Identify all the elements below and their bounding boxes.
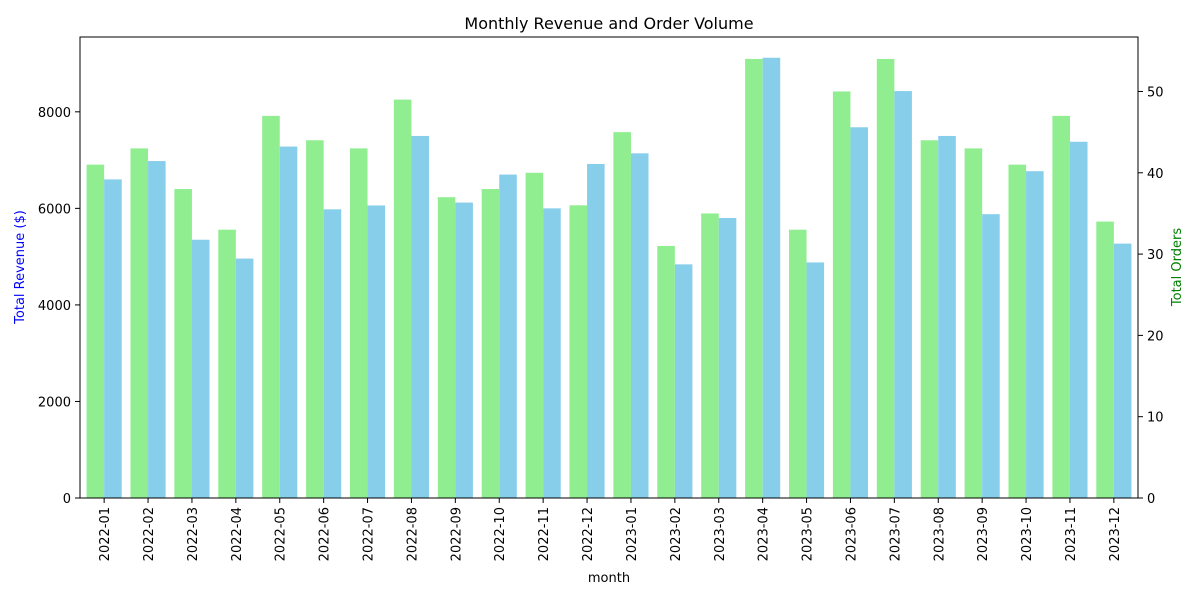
right-axis: 0 10 20 30 40 50: [1138, 85, 1164, 507]
left-axis-title: Total Revenue ($): [13, 210, 28, 325]
x-tick-label: 2023-04: [757, 507, 772, 561]
x-tick-label: 2022-01: [98, 507, 113, 561]
x-tick-label: 2022-09: [449, 507, 464, 561]
revenue-bar-2023-04: [762, 57, 781, 498]
left-tick-label: 8000: [38, 106, 71, 121]
orders-bar-2023-10: [1008, 164, 1027, 498]
revenue-bar-2022-12: [587, 163, 605, 498]
orders-bar-2022-10: [481, 189, 500, 498]
revenue-bar-2022-05: [279, 146, 298, 498]
revenue-bar-2022-11: [543, 208, 561, 498]
orders-bar-2022-11: [525, 172, 544, 498]
x-tick-label: 2022-06: [318, 507, 333, 561]
left-tick-label: 4000: [38, 299, 71, 314]
right-tick-label: 0: [1147, 492, 1155, 507]
right-tick-label: 20: [1147, 329, 1164, 344]
chart-title: Monthly Revenue and Order Volume: [464, 14, 753, 33]
left-tick-label: 0: [63, 492, 71, 507]
orders-bar-2023-02: [657, 245, 675, 498]
right-axis-title: Total Orders: [1170, 228, 1185, 307]
x-tick-label: 2023-10: [1020, 507, 1035, 561]
revenue-bar-2022-08: [411, 135, 430, 498]
revenue-bar-2023-01: [630, 153, 649, 498]
orders-bar-2022-05: [262, 115, 280, 498]
x-tick-label: 2022-11: [537, 507, 552, 561]
x-tick-label: 2023-11: [1064, 507, 1079, 561]
revenue-bar-2022-06: [323, 209, 342, 498]
revenue-bar-2022-02: [148, 161, 166, 498]
orders-bar-2023-04: [745, 58, 763, 498]
revenue-bar-2022-01: [104, 179, 122, 498]
revenue-bar-2023-06: [850, 127, 869, 499]
x-axis-title: month: [588, 571, 630, 586]
right-tick-label: 40: [1147, 167, 1164, 182]
revenue-bar-2022-09: [455, 202, 473, 498]
orders-bar-2023-08: [920, 140, 939, 498]
x-tick-label: 2023-07: [888, 507, 903, 561]
x-tick-label: 2023-02: [669, 507, 684, 561]
orders-bar-2023-12: [1096, 221, 1114, 498]
x-tick-label: 2023-05: [801, 507, 816, 561]
orders-bar-2022-06: [306, 140, 324, 498]
revenue-bar-2023-10: [1026, 171, 1044, 499]
revenue-bar-2023-09: [982, 214, 1000, 498]
x-tick-label: 2023-03: [713, 507, 728, 561]
orders-bar-2023-05: [788, 229, 807, 498]
orders-bar-2022-01: [86, 164, 105, 498]
revenue-bar-2023-12: [1113, 243, 1132, 498]
orders-bar-2022-07: [349, 148, 368, 498]
plot-frame: [79, 36, 1139, 499]
revenue-bar-2022-07: [367, 205, 386, 498]
orders-bar-2023-11: [1052, 115, 1070, 498]
revenue-bar-2023-02: [674, 264, 693, 498]
x-tick-label: 2022-08: [405, 507, 420, 561]
x-tick-label: 2023-09: [976, 507, 991, 561]
x-tick-label: 2022-04: [230, 507, 245, 561]
orders-bar-2022-09: [437, 197, 456, 498]
x-tick-label: 2023-08: [932, 507, 947, 561]
orders-bar-2022-03: [174, 189, 192, 498]
revenue-bar-2023-08: [938, 135, 956, 498]
revenue-bar-2022-10: [499, 174, 517, 498]
orders-bar-2022-02: [130, 148, 149, 498]
orders-bar-2022-04: [218, 229, 236, 498]
revenue-bar-2023-05: [806, 262, 825, 498]
left-tick-label: 6000: [38, 202, 71, 217]
x-tick-label: 2023-12: [1108, 507, 1123, 561]
orders-bar-2023-09: [964, 148, 983, 498]
revenue-bar-2023-11: [1069, 141, 1088, 498]
right-tick-label: 50: [1147, 85, 1164, 100]
x-tick-label: 2022-03: [186, 507, 201, 561]
orders-bar-2022-08: [393, 99, 412, 499]
right-tick-label: 30: [1147, 248, 1164, 263]
orders-bar-2023-06: [832, 91, 851, 498]
x-tick-label: 2022-07: [362, 507, 377, 561]
right-tick-label: 10: [1147, 411, 1164, 426]
x-tick-label: 2022-02: [142, 507, 157, 561]
revenue-bar-2023-07: [894, 91, 912, 499]
revenue-bar-2022-03: [191, 239, 210, 498]
orders-bar-2023-03: [701, 213, 719, 498]
x-tick-label: 2022-12: [581, 507, 596, 561]
x-tick-label: 2023-01: [625, 507, 640, 561]
x-tick-label: 2023-06: [844, 507, 859, 561]
x-tick-label: 2022-05: [274, 507, 289, 561]
revenue-bar-2022-04: [235, 258, 254, 498]
revenue-bar-2023-03: [718, 218, 737, 498]
x-axis: 2022-01 2022-02 2022-03 2022-04 2022-05 2022-…: [98, 498, 1123, 561]
orders-bar-2023-07: [876, 58, 895, 498]
orders-bar-2022-12: [569, 205, 588, 499]
left-axis: 0 2000 4000 6000 8000: [38, 106, 80, 507]
left-tick-label: 2000: [38, 395, 71, 410]
x-tick-label: 2022-10: [493, 507, 508, 561]
bars-layer: [86, 57, 1132, 499]
orders-bar-2023-01: [613, 132, 631, 498]
